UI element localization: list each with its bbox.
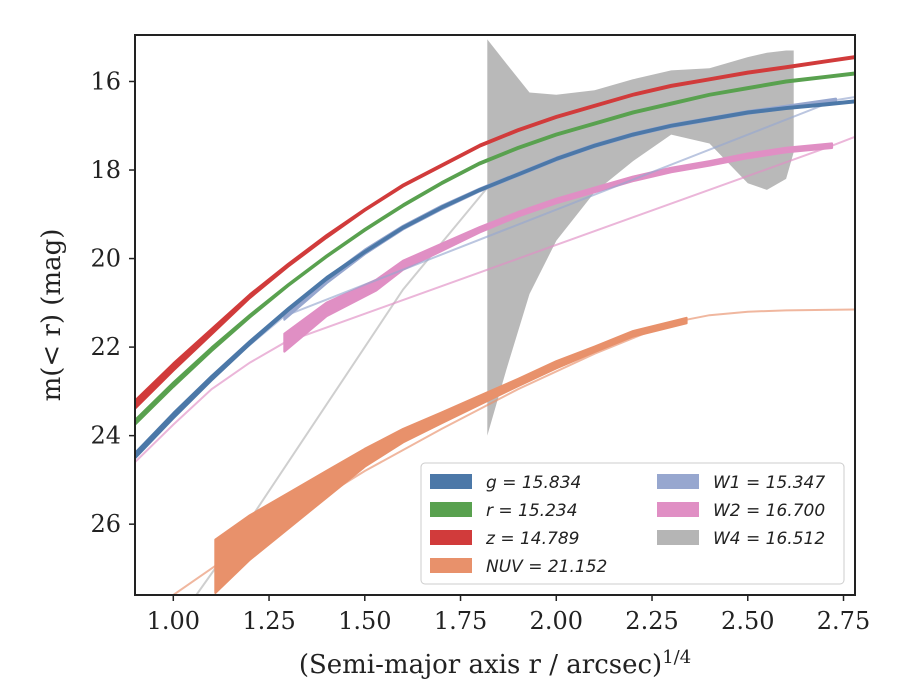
x-tick-label: 2.75 [817,607,870,635]
y-tick-label: 18 [90,156,121,184]
axis-ticks: 1.00 1.25 1.50 1.75 2.00 2.25 2.50 2.75 16 18 20 22… [90,67,870,635]
legend-label-nuv: NUV = 21.152 [486,557,607,577]
legend: g = 15.834 r = 15.234 z = 14.789 NUV = 21.1… [420,462,845,585]
x-tick-label: 1.75 [434,607,487,635]
y-tick-label: 20 [90,245,121,273]
x-tick-label: 2.00 [530,607,583,635]
legend-label-r: r = 15.234 [486,501,578,521]
legend-label-g: g = 15.834 [486,473,581,493]
legend-label-w2: W2 = 16.700 [713,501,825,521]
legend-swatch-w1 [657,474,699,489]
series-g-band [135,99,855,460]
x-tick-label: 1.00 [147,607,200,635]
series-z-band [135,55,855,410]
legend-label-w4: W4 = 16.512 [713,529,825,549]
legend-label-z: z = 14.789 [485,529,579,549]
y-tick-label: 22 [90,333,121,361]
legend-box [420,462,845,585]
y-tick-label: 16 [90,67,121,95]
legend-swatch-nuv [430,558,472,573]
legend-swatch-w2 [657,502,699,517]
series-bands [135,39,855,595]
series-w2-band [283,142,834,353]
series-w4-band [487,39,794,436]
x-tick-label: 1.50 [338,607,391,635]
series-nuv-band [214,316,688,594]
x-tick-label: 2.25 [625,607,678,635]
legend-swatch-r [430,502,472,517]
y-tick-label: 24 [90,422,121,450]
legend-label-w1: W1 = 15.347 [713,473,825,493]
x-axis-label: (Semi-major axis r / arcsec)1/4 [299,647,691,680]
plot-frame [134,34,856,596]
x-tick-label: 2.50 [721,607,774,635]
y-tick-label: 26 [90,510,121,538]
legend-swatch-w4 [657,530,699,545]
legend-swatch-z [430,530,472,545]
legend-swatch-g [430,474,472,489]
x-tick-label: 1.25 [242,607,295,635]
y-axis-label: m(< r) (mag) [37,229,67,402]
series-r-band [135,71,855,426]
